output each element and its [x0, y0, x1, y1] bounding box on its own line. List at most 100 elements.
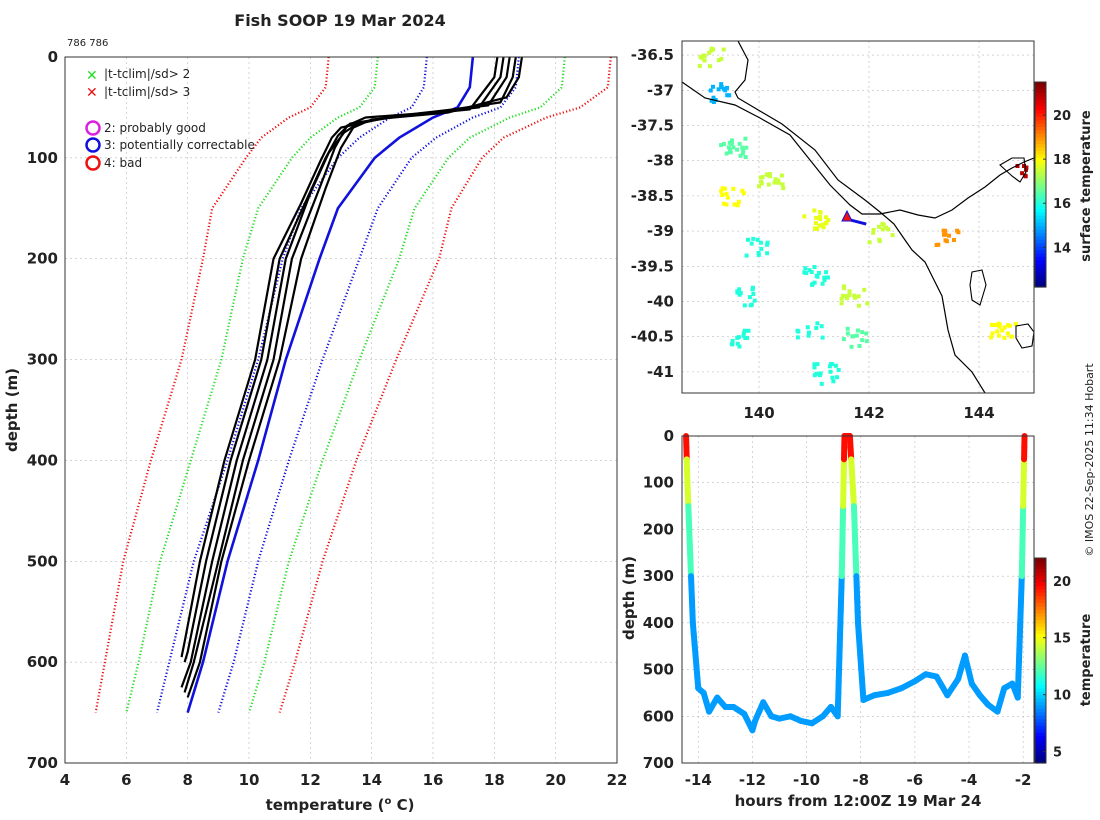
ts-y-tick-label: 200: [643, 520, 674, 538]
sst-pixel: [812, 373, 817, 378]
sst-pixel: [711, 84, 715, 89]
sst-pixel: [724, 151, 729, 156]
sst-colorbar-swatch: [1035, 215, 1046, 220]
climatology-lines: [94, 56, 612, 713]
sst-pixel: [748, 303, 753, 308]
map-y-tick-label: -38: [647, 152, 674, 170]
sst-pixel: [835, 375, 839, 380]
sst-pixel: [1013, 321, 1018, 326]
map-panel: 140 142 144 -36.5-37-37.5-38-38.5-39-39.5-…: [631, 40, 1094, 422]
sst-pixel: [731, 145, 736, 150]
sst-pixel: [743, 155, 748, 160]
port-phillip-bay: [999, 157, 1027, 183]
legend-qc4: 4: bad: [104, 156, 142, 170]
sst-pixel: [701, 53, 706, 58]
sst-colorbar-swatch: [1035, 150, 1046, 155]
timeseries-panel: -14 -12 -10 -8 -6 -4 -2 0 100 200 300 400 500 600 700…: [620, 427, 1094, 810]
sst-pixel: [708, 88, 713, 93]
sst-colorbar-swatch: [1035, 276, 1046, 281]
sst-pixel: [803, 266, 808, 271]
sst-pixel: [742, 303, 747, 308]
x-tick-label: 18: [484, 771, 505, 789]
sst-patch: [757, 172, 786, 191]
temperature-profiles: [180, 56, 524, 698]
map-y-tick-label: -39.5: [631, 257, 674, 275]
sst-pixel: [752, 298, 757, 303]
sst-pixel: [815, 362, 820, 367]
sst-pixel: [856, 294, 861, 299]
temp-colorbar-swatch: [1035, 667, 1046, 672]
profile-grid: [64, 56, 618, 764]
ts-x-tick-label: -12: [739, 771, 766, 789]
map-grid: [682, 41, 1034, 393]
sst-colorbar-swatch: [1035, 82, 1046, 87]
sst-pixel: [812, 208, 817, 213]
sst-pixel: [779, 173, 784, 178]
sst-colorbar-tick-label: 16: [1053, 197, 1071, 212]
sst-pixel: [843, 294, 848, 299]
sst-colorbar-swatch: [1035, 181, 1046, 186]
sst-pixel: [735, 147, 740, 152]
temp-colorbar-swatch: [1035, 636, 1046, 641]
temp-colorbar-swatch: [1035, 622, 1046, 627]
sst-pixel: [845, 296, 850, 301]
sst-patch: [839, 284, 870, 308]
temperature-colorbar: 5 10 15 20: [1034, 557, 1071, 764]
sst-pixel: [841, 337, 846, 342]
temp-colorbar-swatch: [1035, 558, 1046, 563]
sst-pixel: [732, 202, 737, 207]
sst-pixel: [743, 336, 748, 340]
sst-colorbar-swatch: [1035, 143, 1046, 148]
sst-pixel: [764, 172, 769, 177]
x-tick-label: 4: [60, 771, 70, 789]
sst-colorbar-swatch: [1035, 256, 1046, 261]
sst-pixel: [738, 153, 743, 158]
sst-colorbar-swatch: [1035, 218, 1046, 223]
sst-pixel: [815, 226, 820, 231]
sst-pixel: [776, 178, 781, 183]
sst-colorbar-swatch: [1035, 140, 1046, 145]
sst-colorbar-swatch: [1035, 266, 1046, 271]
sst-colorbar-swatch: [1035, 119, 1046, 124]
sst-colorbar-swatch: [1035, 194, 1046, 199]
map-y-tick-label: -40: [647, 292, 674, 310]
sst-pixel: [781, 186, 786, 191]
temp-colorbar-swatch: [1035, 646, 1046, 651]
sst-pixel: [746, 237, 750, 242]
sst-colorbar-frame: [1034, 81, 1047, 288]
temp-colorbar-swatch: [1035, 643, 1046, 648]
sst-pixel: [697, 63, 702, 68]
sst-pixel: [807, 268, 812, 273]
map-y-tick-label: -38.5: [631, 187, 674, 205]
timeseries-x-label: hours from 12:00Z 19 Mar 24: [735, 792, 982, 810]
sst-colorbar-swatch: [1035, 105, 1046, 110]
sst-pixel: [1023, 174, 1028, 179]
ship-position-triangle-icon: [841, 209, 853, 222]
sst-patch: [934, 228, 961, 247]
x-tick-label: 6: [121, 771, 131, 789]
temp-colorbar-swatch: [1035, 564, 1046, 569]
sst-pixel: [759, 246, 764, 251]
temp-colorbar-swatch: [1035, 691, 1046, 696]
sst-pixel: [833, 363, 838, 368]
temp-colorbar-tick-label: 10: [1053, 689, 1071, 704]
sst-pixel: [709, 98, 714, 103]
sst-pixel: [818, 210, 823, 215]
ts-y-tick-label: 600: [643, 707, 674, 725]
temp-colorbar-frame: [1034, 557, 1047, 764]
sst-pixel: [708, 64, 712, 69]
profile-x-label: temperature (o C): [266, 796, 415, 814]
temp-colorbar-swatch: [1035, 602, 1046, 607]
ts-x-tick-label: -6: [907, 771, 924, 789]
sst-colorbar-swatch: [1035, 92, 1046, 97]
profile-axes-frame: [64, 56, 618, 764]
credit-text: © IMOS 22-Sep-2025 11:34 Hobart: [1083, 363, 1096, 557]
temp-colorbar-swatch: [1035, 739, 1046, 744]
sst-pixel: [884, 225, 889, 230]
clim-series-clim-1sd: [217, 56, 520, 713]
sst-pixel: [839, 296, 844, 301]
sst-colorbar-swatch: [1035, 184, 1046, 189]
sst-pixel: [814, 215, 819, 220]
sst-pixel: [812, 280, 817, 285]
